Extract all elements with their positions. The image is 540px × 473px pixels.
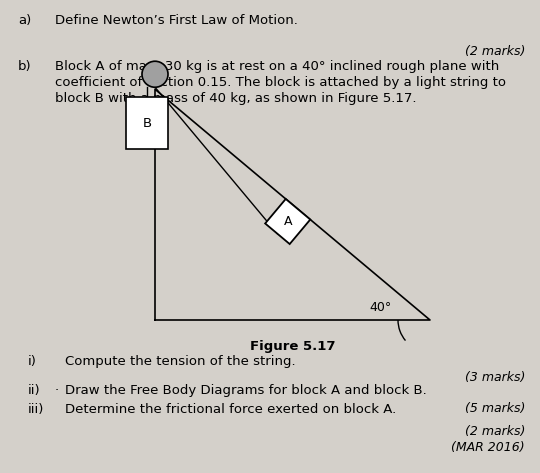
Polygon shape (265, 199, 310, 244)
Text: i): i) (28, 355, 37, 368)
Text: (5 marks): (5 marks) (464, 402, 525, 415)
Text: A: A (284, 215, 292, 228)
Text: ii): ii) (28, 384, 40, 397)
Text: iii): iii) (28, 403, 44, 416)
Text: a): a) (18, 14, 31, 27)
Text: Define Newton’s First Law of Motion.: Define Newton’s First Law of Motion. (55, 14, 298, 27)
Text: Compute the tension of the string.: Compute the tension of the string. (65, 355, 295, 368)
Text: 40°: 40° (369, 300, 391, 314)
Text: Draw the Free Body Diagrams for block A and block B.: Draw the Free Body Diagrams for block A … (65, 384, 427, 397)
Text: Determine the frictional force exerted on block A.: Determine the frictional force exerted o… (65, 403, 396, 416)
Text: ·: · (55, 384, 59, 397)
Text: (3 marks): (3 marks) (464, 371, 525, 384)
Bar (126, 97, 168, 149)
Text: coefficient of friction 0.15. The block is attached by a light string to: coefficient of friction 0.15. The block … (55, 76, 506, 89)
Text: b): b) (18, 60, 32, 73)
Text: B: B (143, 117, 152, 130)
Text: (2 marks): (2 marks) (464, 45, 525, 58)
Text: (2 marks): (2 marks) (464, 425, 525, 438)
Text: (MAR 2016): (MAR 2016) (451, 441, 525, 454)
Circle shape (142, 61, 168, 87)
Text: block B with a mass of 40 kg, as shown in Figure 5.17.: block B with a mass of 40 kg, as shown i… (55, 92, 416, 105)
Text: Block A of mass 30 kg is at rest on a 40° inclined rough plane with: Block A of mass 30 kg is at rest on a 40… (55, 60, 500, 73)
Text: Figure 5.17: Figure 5.17 (249, 340, 335, 353)
